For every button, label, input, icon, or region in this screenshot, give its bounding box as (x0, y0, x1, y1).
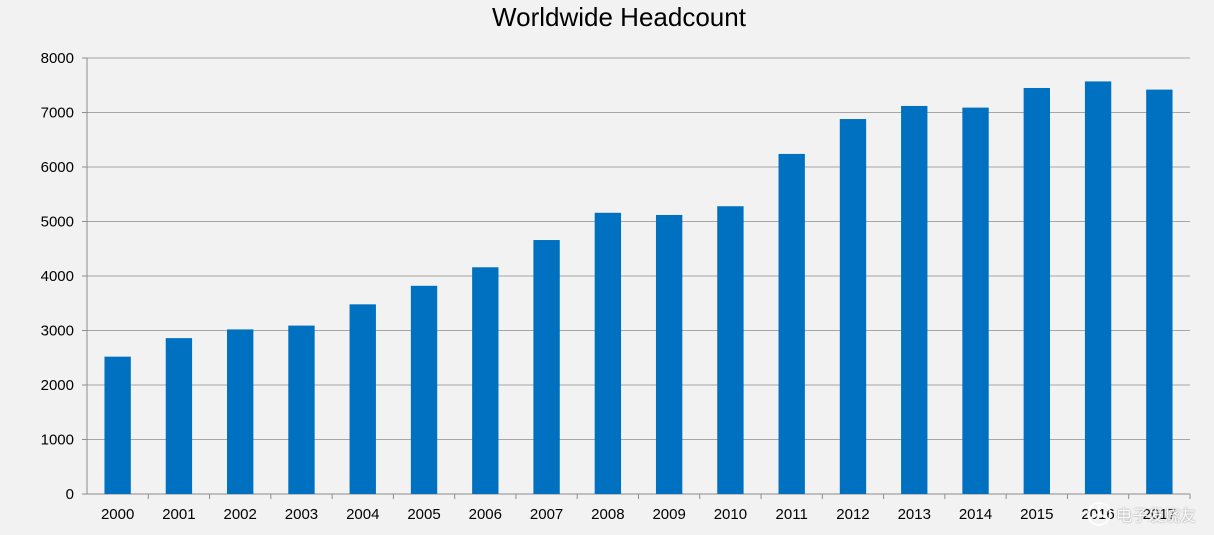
watermark: 电子发烧友 (1086, 501, 1196, 527)
bar (1084, 81, 1112, 494)
y-tick-label: 0 (66, 486, 74, 503)
x-tick-label: 2007 (530, 506, 563, 523)
x-tick-label: 2014 (959, 506, 992, 523)
y-tick-label: 7000 (41, 105, 74, 122)
y-tick-label: 4000 (41, 268, 74, 285)
x-tick-label: 2008 (591, 506, 624, 523)
x-tick-label: 2009 (652, 506, 685, 523)
y-tick-label: 5000 (41, 214, 74, 231)
bar (1023, 87, 1050, 494)
bar (655, 214, 683, 494)
x-tick-label: 2011 (776, 506, 808, 523)
x-tick-label: 2002 (224, 506, 257, 523)
y-tick-label: 6000 (41, 159, 74, 176)
y-tick-label: 8000 (41, 50, 74, 67)
x-tick-label: 2005 (407, 506, 440, 523)
bar (1146, 89, 1173, 495)
bar (410, 285, 438, 494)
bar (594, 212, 622, 494)
bar (349, 304, 376, 494)
x-tick-label: 2003 (285, 506, 318, 523)
bar (962, 107, 989, 494)
x-tick-label: 2006 (469, 506, 502, 523)
x-tick-label: 2013 (898, 506, 931, 523)
x-tick-label: 2000 (101, 506, 134, 523)
x-tick-label: 2015 (1020, 506, 1053, 523)
bar (227, 329, 254, 494)
x-tick-label: 2004 (346, 506, 379, 523)
x-tick-label: 2001 (162, 506, 195, 523)
fan-logo-icon (1086, 502, 1111, 526)
bar (472, 267, 499, 494)
y-tick-label: 3000 (41, 323, 74, 340)
watermark-text: 电子发烧友 (1115, 506, 1196, 525)
bar (717, 206, 744, 495)
y-tick-label: 2000 (41, 377, 74, 394)
chart-title: Worldwide Headcount (492, 2, 746, 32)
y-tick-label: 1000 (41, 432, 74, 449)
x-tick-label: 2017 (1143, 506, 1176, 523)
bar (533, 240, 560, 494)
x-tick-label: 2010 (714, 506, 747, 523)
x-tick-label: 2012 (836, 506, 869, 523)
bar (104, 356, 131, 494)
bar (901, 105, 928, 495)
bar (288, 325, 315, 494)
bar (839, 119, 867, 494)
bar (778, 153, 805, 495)
bar (165, 338, 193, 494)
